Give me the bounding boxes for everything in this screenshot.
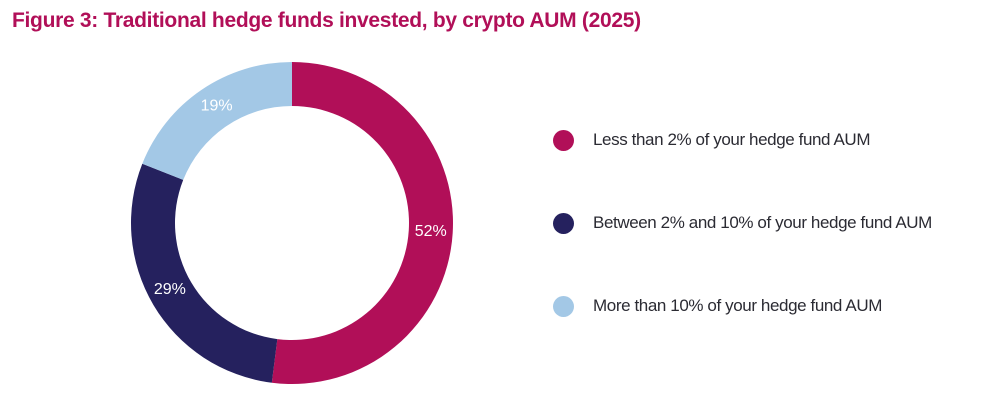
chart-legend: Less than 2% of your hedge fund AUM Betw…	[553, 126, 993, 375]
donut-slices	[131, 62, 453, 384]
legend-item-between-2-and-10: Between 2% and 10% of your hedge fund AU…	[553, 209, 993, 237]
slice-label-29: 29%	[154, 281, 186, 298]
slice-less-than-2	[271, 62, 453, 384]
legend-label: Between 2% and 10% of your hedge fund AU…	[593, 213, 932, 232]
light-blue-dot-icon	[553, 295, 574, 317]
donut-value-labels: 52% 29% 19%	[154, 98, 447, 298]
figure-title: Figure 3: Traditional hedge funds invest…	[12, 9, 641, 32]
legend-item-more-than-10: More than 10% of your hedge fund AUM	[553, 292, 993, 320]
legend-label: More than 10% of your hedge fund AUM	[593, 296, 882, 315]
slice-label-52: 52%	[415, 223, 447, 240]
slice-label-19: 19%	[201, 98, 233, 115]
donut-chart: 52% 29% 19%	[131, 62, 453, 384]
legend-item-less-than-2: Less than 2% of your hedge fund AUM	[553, 126, 993, 154]
magenta-dot-icon	[553, 129, 574, 151]
navy-dot-icon	[553, 212, 574, 234]
legend-label: Less than 2% of your hedge fund AUM	[593, 130, 871, 149]
slice-between-2-and-10	[131, 163, 278, 383]
slice-more-than-10	[142, 62, 292, 180]
